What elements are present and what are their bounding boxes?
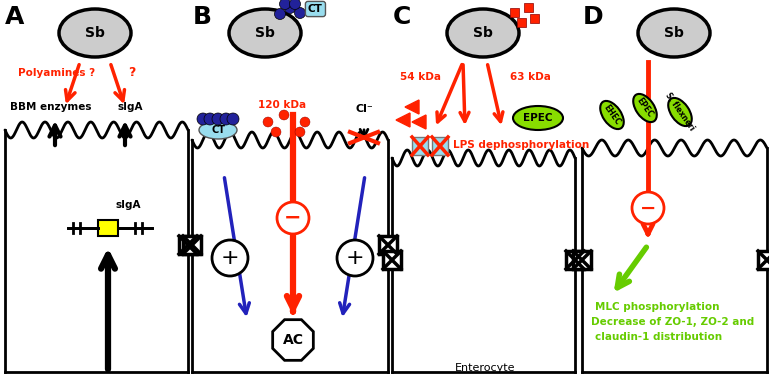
Polygon shape (412, 115, 426, 129)
Circle shape (295, 8, 305, 18)
Circle shape (220, 113, 232, 125)
Text: +: + (221, 248, 239, 268)
Ellipse shape (59, 9, 131, 57)
Text: claudin-1 distribution: claudin-1 distribution (595, 332, 722, 342)
Bar (510, 8, 519, 17)
Circle shape (275, 9, 285, 20)
Text: −: − (285, 208, 301, 228)
Circle shape (279, 110, 289, 120)
Polygon shape (405, 100, 419, 114)
Circle shape (285, 3, 295, 14)
Text: CT: CT (211, 125, 225, 135)
Polygon shape (273, 320, 313, 360)
Circle shape (204, 113, 216, 125)
Text: sIgA: sIgA (118, 102, 144, 112)
Text: Decrease of ZO-1, ZO-2 and: Decrease of ZO-1, ZO-2 and (591, 317, 754, 327)
Bar (179, 236, 197, 254)
Bar (524, 3, 533, 12)
Bar (183, 236, 201, 254)
Text: ?: ? (128, 66, 135, 79)
Text: BBM enzymes: BBM enzymes (10, 102, 92, 112)
Text: EPEC: EPEC (635, 97, 655, 120)
Bar (98, 220, 118, 236)
Circle shape (212, 113, 224, 125)
Text: S. flexneri: S. flexneri (664, 91, 697, 133)
Text: Sb: Sb (255, 26, 275, 40)
Text: EPEC: EPEC (523, 113, 553, 123)
Text: LPS dephosphorylation: LPS dephosphorylation (453, 140, 589, 150)
Polygon shape (396, 113, 410, 127)
Ellipse shape (199, 121, 237, 139)
Text: B: B (193, 5, 212, 29)
Circle shape (632, 192, 664, 224)
Circle shape (295, 127, 305, 137)
Bar (758, 251, 769, 269)
Ellipse shape (633, 94, 657, 122)
Text: Enterocyte: Enterocyte (454, 363, 515, 373)
Text: +: + (346, 248, 365, 268)
Circle shape (277, 202, 309, 234)
Text: CT: CT (308, 4, 323, 14)
Ellipse shape (513, 106, 563, 130)
Circle shape (300, 117, 310, 127)
Circle shape (271, 127, 281, 137)
Ellipse shape (601, 101, 624, 129)
Bar (566, 251, 584, 269)
Bar (573, 251, 591, 269)
Text: MLC phosphorylation: MLC phosphorylation (595, 302, 720, 312)
Bar (432, 137, 448, 155)
Circle shape (337, 240, 373, 276)
Circle shape (197, 113, 209, 125)
Text: Sb: Sb (85, 26, 105, 40)
Text: AC: AC (282, 333, 304, 347)
Text: Sb: Sb (473, 26, 493, 40)
Bar (379, 236, 397, 254)
Bar (383, 251, 401, 269)
Bar (530, 14, 539, 23)
Circle shape (263, 117, 273, 127)
Text: −: − (640, 199, 656, 217)
Text: D: D (583, 5, 604, 29)
Text: 120 kDa: 120 kDa (258, 100, 306, 110)
Bar (412, 137, 428, 155)
Text: Sb: Sb (664, 26, 684, 40)
Bar (517, 18, 526, 27)
Text: C: C (393, 5, 411, 29)
Text: sIgA: sIgA (115, 200, 141, 210)
Text: 54 kDa: 54 kDa (400, 72, 441, 82)
Text: 63 kDa: 63 kDa (510, 72, 551, 82)
Circle shape (212, 240, 248, 276)
Text: Polyamines ?: Polyamines ? (18, 68, 95, 78)
Text: A: A (5, 5, 25, 29)
Ellipse shape (668, 98, 692, 126)
Circle shape (279, 0, 291, 9)
Circle shape (289, 0, 301, 9)
Ellipse shape (229, 9, 301, 57)
Text: Cl⁻: Cl⁻ (356, 104, 374, 114)
Circle shape (227, 113, 239, 125)
Text: EHEC: EHEC (602, 103, 622, 127)
Ellipse shape (447, 9, 519, 57)
Ellipse shape (638, 9, 710, 57)
